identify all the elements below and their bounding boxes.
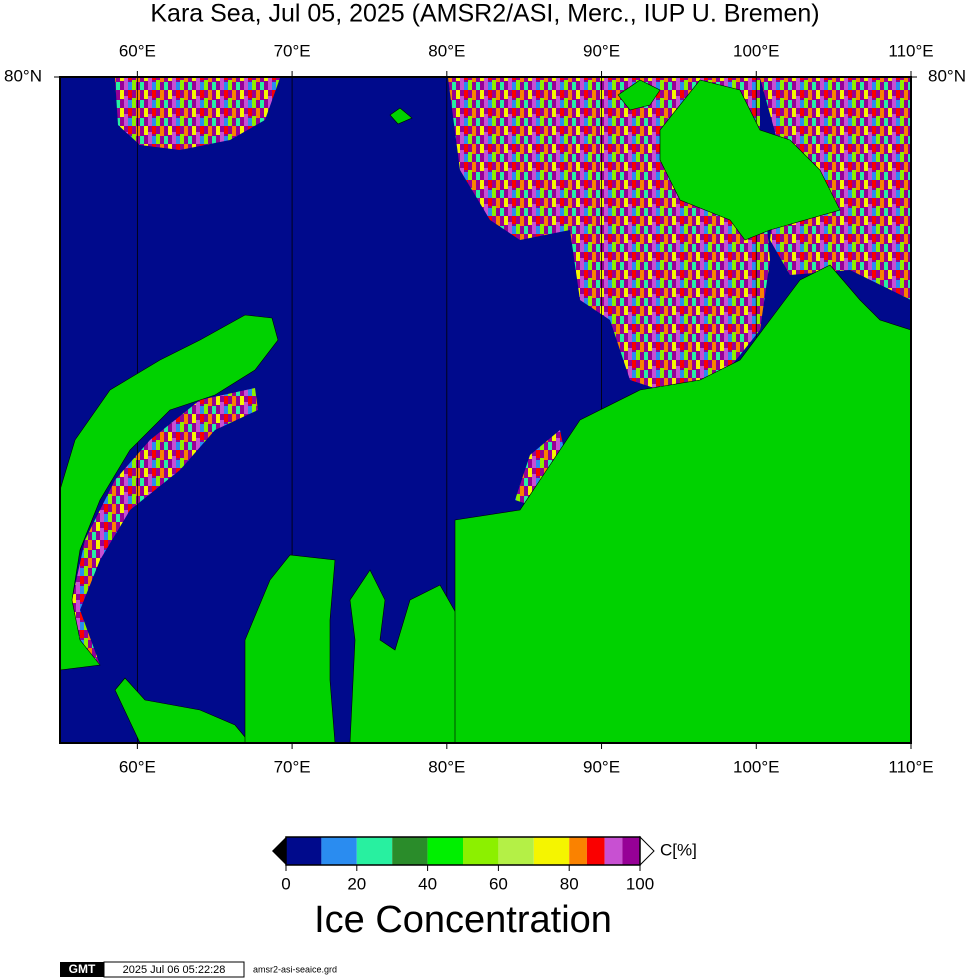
- x-tick-label-bottom: 110°E: [888, 757, 933, 776]
- colorbar-tick-label: 100: [626, 874, 654, 893]
- colorbar-segment: [392, 837, 428, 865]
- map-frame: [59, 76, 912, 744]
- x-tick-label-bottom: 60°E: [119, 757, 156, 776]
- colorbar-tick-label: 60: [489, 874, 508, 893]
- colorbar-under: [272, 837, 286, 865]
- colorbar-segment: [356, 837, 393, 865]
- y-tick-label-left: 80°N: [4, 66, 42, 85]
- colorbar-tick-label: 40: [418, 874, 437, 893]
- x-tick-label-bottom: 90°E: [583, 757, 620, 776]
- colorbar-segment: [498, 837, 534, 865]
- x-tick-label-top: 110°E: [888, 41, 933, 60]
- x-tick-label-bottom: 100°E: [733, 757, 780, 776]
- colorbar-segment: [463, 837, 499, 865]
- land: [59, 79, 912, 744]
- colorbar-segment: [286, 837, 322, 865]
- colorbar-segment: [427, 837, 463, 865]
- x-tick-label-top: 60°E: [119, 41, 156, 60]
- x-tick-label-top: 70°E: [274, 41, 311, 60]
- logo: GMT: [69, 962, 96, 976]
- colorbar-frame: [285, 836, 641, 866]
- x-tick-label-top: 100°E: [733, 41, 780, 60]
- logo-box: [60, 962, 104, 977]
- x-tick-label-bottom: 70°E: [274, 757, 311, 776]
- y-tick-label-right: 80°N: [928, 66, 966, 85]
- colorbar-label: C[%]: [660, 840, 697, 859]
- colorbar-segment: [569, 837, 587, 865]
- title: Kara Sea, Jul 05, 2025 (AMSR2/ASI, Merc.…: [150, 0, 819, 28]
- colorbar-tick-label: 0: [281, 874, 290, 893]
- x-tick-label-bottom: 80°E: [428, 757, 465, 776]
- x-tick-label-top: 80°E: [428, 41, 465, 60]
- colorbar-segment: [622, 837, 640, 865]
- colorbar-over: [639, 835, 655, 867]
- colorbar-segment: [321, 837, 357, 865]
- timestamp-box: [103, 961, 245, 978]
- x-tick-label-top: 90°E: [583, 41, 620, 60]
- colorbar-segment: [586, 837, 605, 865]
- colorbar-tick-label: 20: [347, 874, 366, 893]
- file-name: amsr2-asi-seaice.grd: [253, 964, 337, 974]
- colorbar-segment: [604, 837, 623, 865]
- colorbar: [272, 835, 655, 867]
- colorbar-segment: [533, 837, 570, 865]
- colorbar-tick-label: 80: [560, 874, 579, 893]
- colorbar-title: Ice Concentration: [314, 899, 612, 941]
- timestamp: 2025 Jul 06 05:22:28: [123, 964, 226, 976]
